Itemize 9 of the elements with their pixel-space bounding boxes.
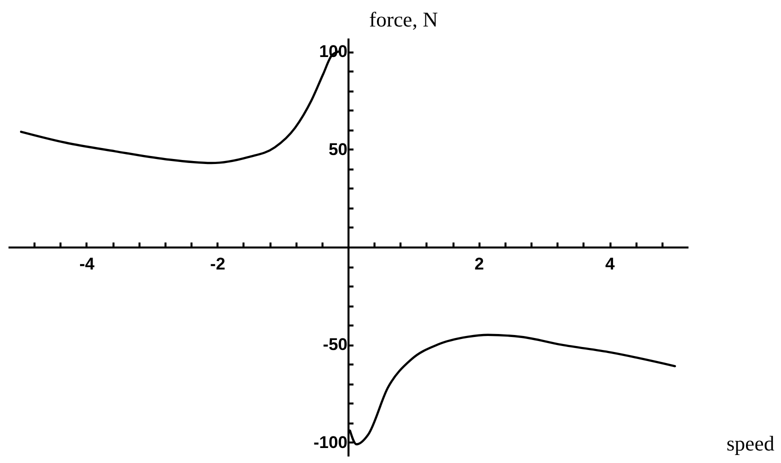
x-tick-label: 4 bbox=[605, 254, 616, 274]
x-axis-title: speed bbox=[726, 432, 775, 456]
x-tick-label: 2 bbox=[474, 254, 484, 274]
chart-title: force, N bbox=[369, 8, 438, 32]
y-tick-label: 50 bbox=[328, 140, 348, 159]
y-tick-label: -100 bbox=[313, 432, 348, 452]
x-tick-label: -2 bbox=[210, 254, 226, 274]
y-tick-label: -50 bbox=[322, 335, 348, 354]
x-tick-label: -4 bbox=[79, 254, 96, 274]
